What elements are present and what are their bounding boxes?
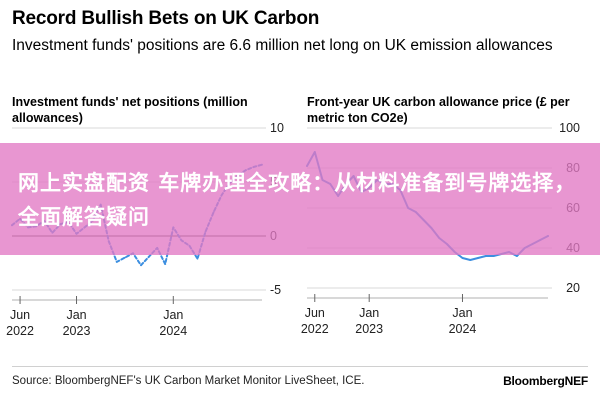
- y-tick-label: 10: [270, 121, 284, 135]
- x-tick-label-year: 2024: [449, 322, 477, 336]
- x-tick-label-month: Jun: [305, 306, 325, 320]
- overlay-banner-text: 网上实盘配资 车牌办理全攻略：从材料准备到号牌选择，全面解答疑问: [18, 171, 577, 229]
- x-tick-label-month: Jan: [452, 306, 472, 320]
- x-tick-label-month: Jun: [10, 308, 30, 322]
- x-tick-label-year: 2022: [6, 324, 34, 338]
- data-point: [196, 257, 199, 260]
- data-point: [164, 263, 167, 265]
- x-tick-label-year: 2024: [159, 324, 187, 338]
- x-tick-label-month: Jan: [163, 308, 183, 322]
- footer-divider: [12, 366, 588, 367]
- x-tick-label-year: 2023: [355, 322, 383, 336]
- panel-title-net-positions: Investment funds' net positions (million…: [12, 95, 248, 125]
- data-point: [124, 256, 126, 259]
- data-point: [140, 264, 142, 267]
- data-point: [484, 255, 487, 257]
- x-tick-label-month: Jan: [359, 306, 379, 320]
- source-note: Source: BloombergNEF's UK Carbon Market …: [12, 375, 365, 387]
- brand-logo: BloombergNEF: [503, 374, 588, 388]
- y-tick-label: -5: [270, 283, 281, 297]
- data-point: [516, 255, 518, 257]
- chart-title: Record Bullish Bets on UK Carbon: [12, 8, 320, 29]
- data-point: [148, 255, 151, 258]
- chart-subtitle: Investment funds' positions are 6.6 mill…: [12, 37, 553, 54]
- y-tick-label: 100: [559, 121, 580, 135]
- data-point: [492, 255, 495, 257]
- data-point: [115, 261, 118, 263]
- x-tick-label-year: 2023: [63, 324, 91, 338]
- data-point: [461, 257, 464, 259]
- overlay-banner: [0, 143, 600, 255]
- panel-title-carbon-price: Front-year UK carbon allowance price (£ …: [307, 95, 570, 125]
- x-tick-label-year: 2022: [301, 322, 329, 336]
- data-point: [469, 259, 472, 261]
- x-tick-label-month: Jan: [66, 308, 86, 322]
- data-point: [477, 257, 479, 259]
- y-tick-label: 20: [566, 281, 580, 295]
